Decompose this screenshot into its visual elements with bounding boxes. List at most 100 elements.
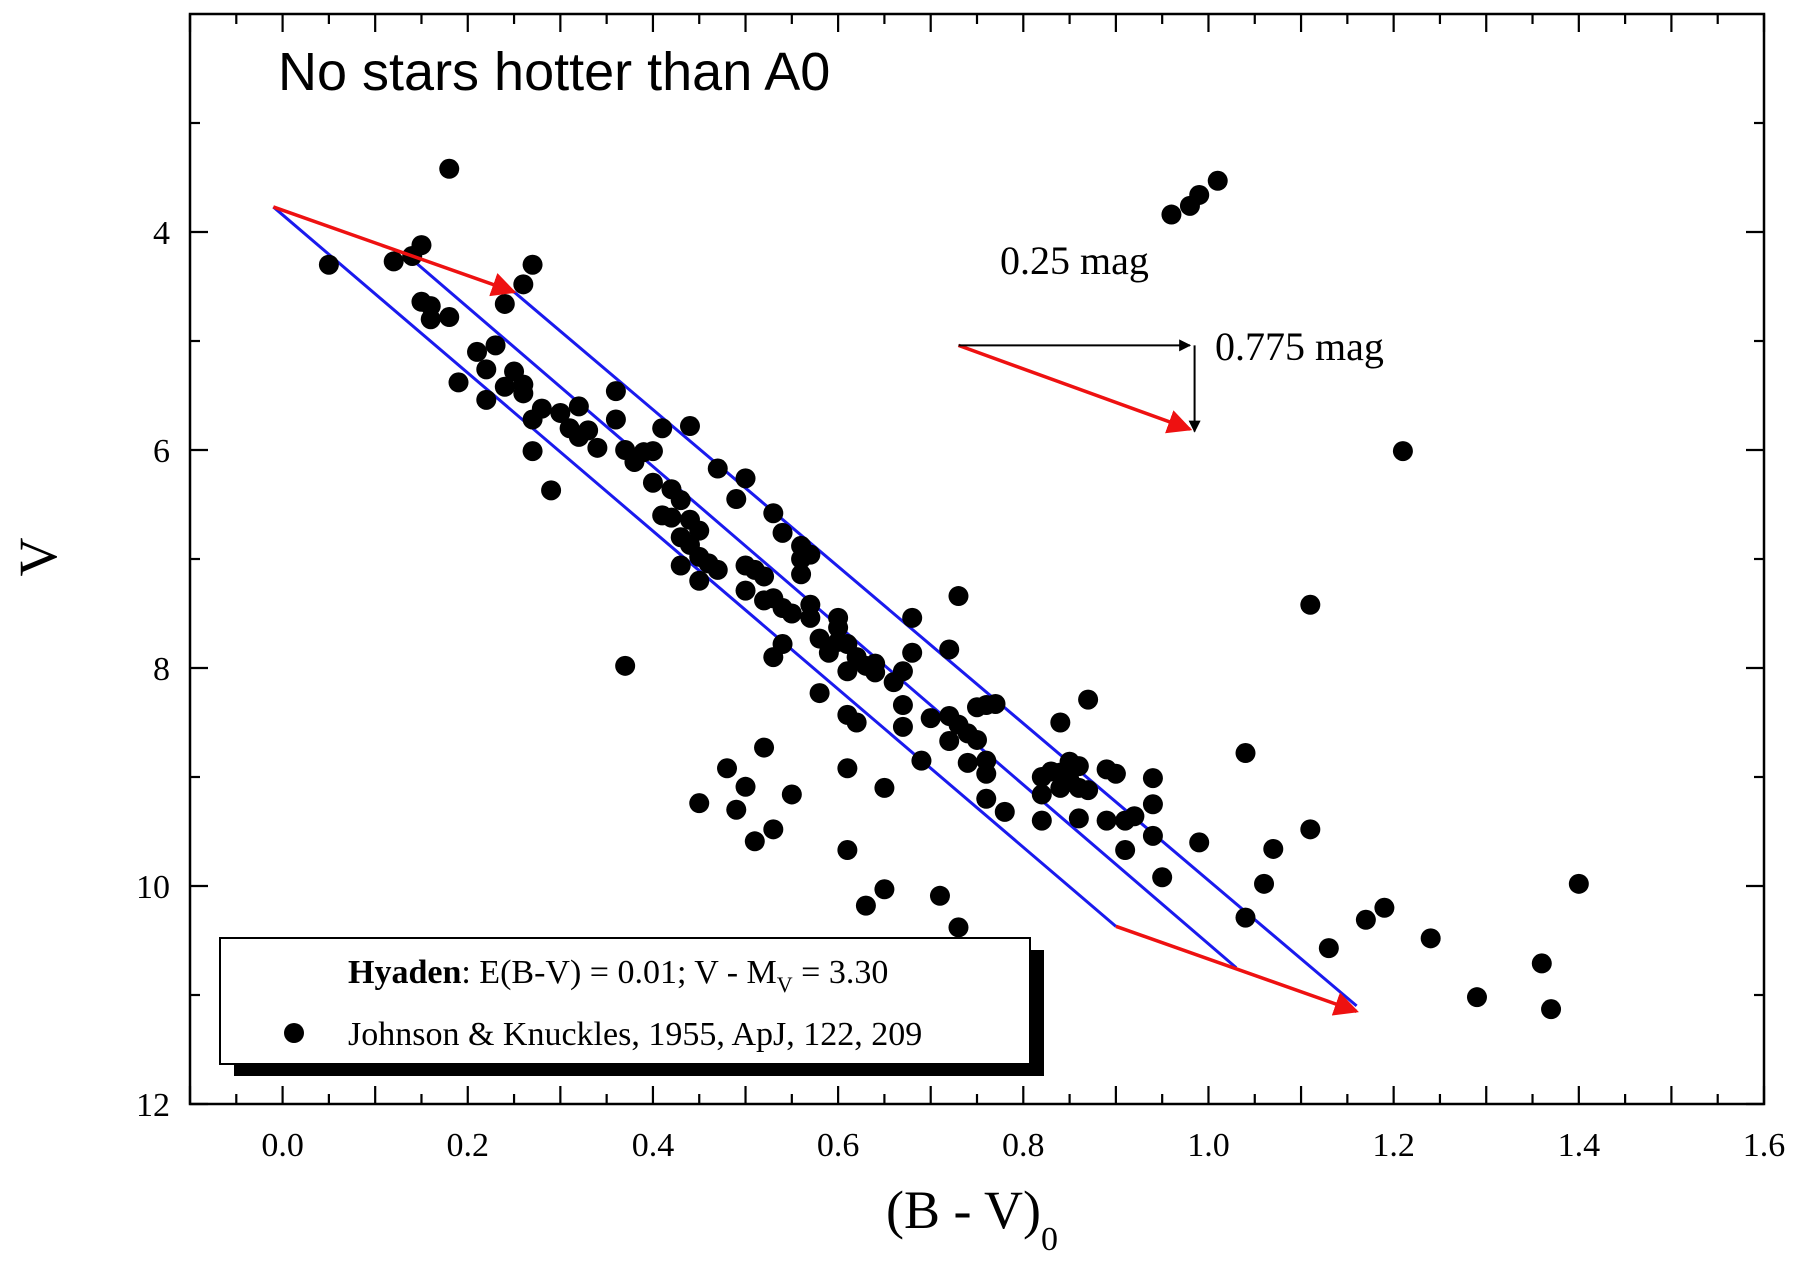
data-point	[1531, 953, 1552, 974]
data-point	[809, 628, 830, 649]
data-point	[939, 731, 960, 752]
data-point	[1318, 938, 1339, 959]
data-point	[763, 503, 784, 524]
x-tick-label: 1.0	[1187, 1127, 1230, 1164]
data-point	[1142, 825, 1163, 846]
legend-title-tail: = 3.30	[793, 954, 889, 991]
x-axis-label-subscript: 0	[1041, 1221, 1058, 1258]
data-point	[837, 840, 858, 861]
data-point	[1161, 204, 1182, 225]
data-point	[522, 441, 543, 462]
legend: Hyaden: E(B-V) = 0.01; V - MV = 3.30 Joh…	[219, 937, 1044, 1076]
data-point	[1189, 832, 1210, 853]
data-point	[892, 716, 913, 737]
y-tick-label: 6	[153, 433, 170, 470]
data-point	[485, 335, 506, 356]
data-point	[800, 607, 821, 628]
data-point	[837, 661, 858, 682]
data-point	[541, 480, 562, 501]
x-tick-label: 0.8	[1002, 1127, 1045, 1164]
data-point	[948, 917, 969, 938]
vertical-shift-label: 0.775 mag	[1215, 324, 1384, 369]
data-point	[1392, 441, 1413, 462]
data-point	[865, 653, 886, 674]
data-point	[717, 758, 738, 779]
x-tick-label: 0.0	[261, 1127, 304, 1164]
data-point	[874, 777, 895, 798]
data-point	[494, 376, 515, 397]
data-point	[642, 472, 663, 493]
reddening-vectors	[272, 205, 1359, 1016]
data-point	[1115, 840, 1136, 861]
data-point	[735, 580, 756, 601]
data-point	[1031, 810, 1052, 831]
data-point	[670, 490, 691, 511]
data-point	[763, 819, 784, 840]
data-point	[837, 758, 858, 779]
data-point	[1068, 756, 1089, 777]
data-point	[689, 570, 710, 591]
y-tick-label: 12	[136, 1087, 170, 1124]
data-point	[855, 895, 876, 916]
data-point	[1031, 784, 1052, 805]
data-point	[902, 642, 923, 663]
data-point	[383, 251, 404, 272]
band-line	[401, 250, 1238, 969]
data-point	[652, 418, 673, 439]
data-point	[985, 693, 1006, 714]
data-point	[726, 799, 747, 820]
data-point	[494, 293, 515, 314]
data-point	[1374, 897, 1395, 918]
data-point	[1466, 987, 1487, 1008]
data-point	[754, 737, 775, 758]
data-point	[1124, 806, 1145, 827]
y-tick-label: 4	[153, 215, 170, 252]
data-point	[670, 555, 691, 576]
data-point	[902, 607, 923, 628]
x-axis-label-main: (B - V)	[886, 1180, 1041, 1240]
data-point	[522, 254, 543, 275]
data-point	[531, 398, 552, 419]
x-tick-label: 0.4	[632, 1127, 675, 1164]
data-point	[1050, 712, 1071, 733]
legend-box	[219, 937, 1031, 1065]
data-point	[1420, 928, 1441, 949]
legend-title-bold: Hyaden	[348, 954, 461, 991]
data-point	[920, 708, 941, 729]
data-point	[318, 254, 339, 275]
data-point	[1541, 999, 1562, 1020]
data-point	[772, 522, 793, 543]
data-point	[976, 788, 997, 809]
data-point	[929, 885, 950, 906]
y-tick-label: 8	[153, 651, 170, 688]
reddening-arrow	[272, 205, 517, 297]
x-tick-label: 1.6	[1743, 1127, 1786, 1164]
legend-title-rest: : E(B-V) = 0.01; V - M	[461, 954, 776, 991]
data-point	[1078, 689, 1099, 710]
data-point	[735, 776, 756, 797]
x-tick-label: 1.2	[1372, 1127, 1415, 1164]
data-point	[976, 763, 997, 784]
data-point	[513, 383, 534, 404]
data-point	[1078, 780, 1099, 801]
legend-series-label: Johnson & Knuckles, 1955, ApJ, 122, 209	[348, 1016, 922, 1053]
data-point	[911, 750, 932, 771]
y-tick-labels: 4 6 8 10 12	[136, 215, 170, 1124]
data-point	[837, 704, 858, 725]
data-point	[781, 784, 802, 805]
data-point	[735, 468, 756, 489]
reddening-arrow	[957, 343, 1193, 434]
chart-title: No stars hotter than A0	[278, 42, 830, 102]
reddening-arrow	[1115, 924, 1359, 1016]
data-point	[1189, 184, 1210, 205]
data-point	[448, 372, 469, 393]
data-point	[615, 655, 636, 676]
data-point	[420, 309, 441, 330]
data-point	[1300, 819, 1321, 840]
data-point	[1068, 808, 1089, 829]
data-point	[467, 341, 488, 362]
legend-title: Hyaden: E(B-V) = 0.01; V - MV = 3.30	[348, 954, 888, 997]
data-point	[1235, 907, 1256, 928]
data-point	[809, 683, 830, 704]
x-tick-label: 0.6	[817, 1127, 860, 1164]
